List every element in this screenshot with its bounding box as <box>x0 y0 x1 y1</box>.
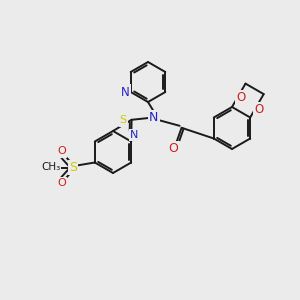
Text: N: N <box>130 130 139 140</box>
Text: O: O <box>255 103 264 116</box>
Text: N: N <box>121 85 130 98</box>
Text: N: N <box>149 111 158 124</box>
Text: O: O <box>236 91 246 104</box>
Text: O: O <box>57 146 66 157</box>
Text: O: O <box>57 178 66 188</box>
Text: S: S <box>69 161 77 174</box>
Text: S: S <box>120 116 127 125</box>
Text: CH₃: CH₃ <box>41 163 60 172</box>
Text: O: O <box>169 142 178 155</box>
